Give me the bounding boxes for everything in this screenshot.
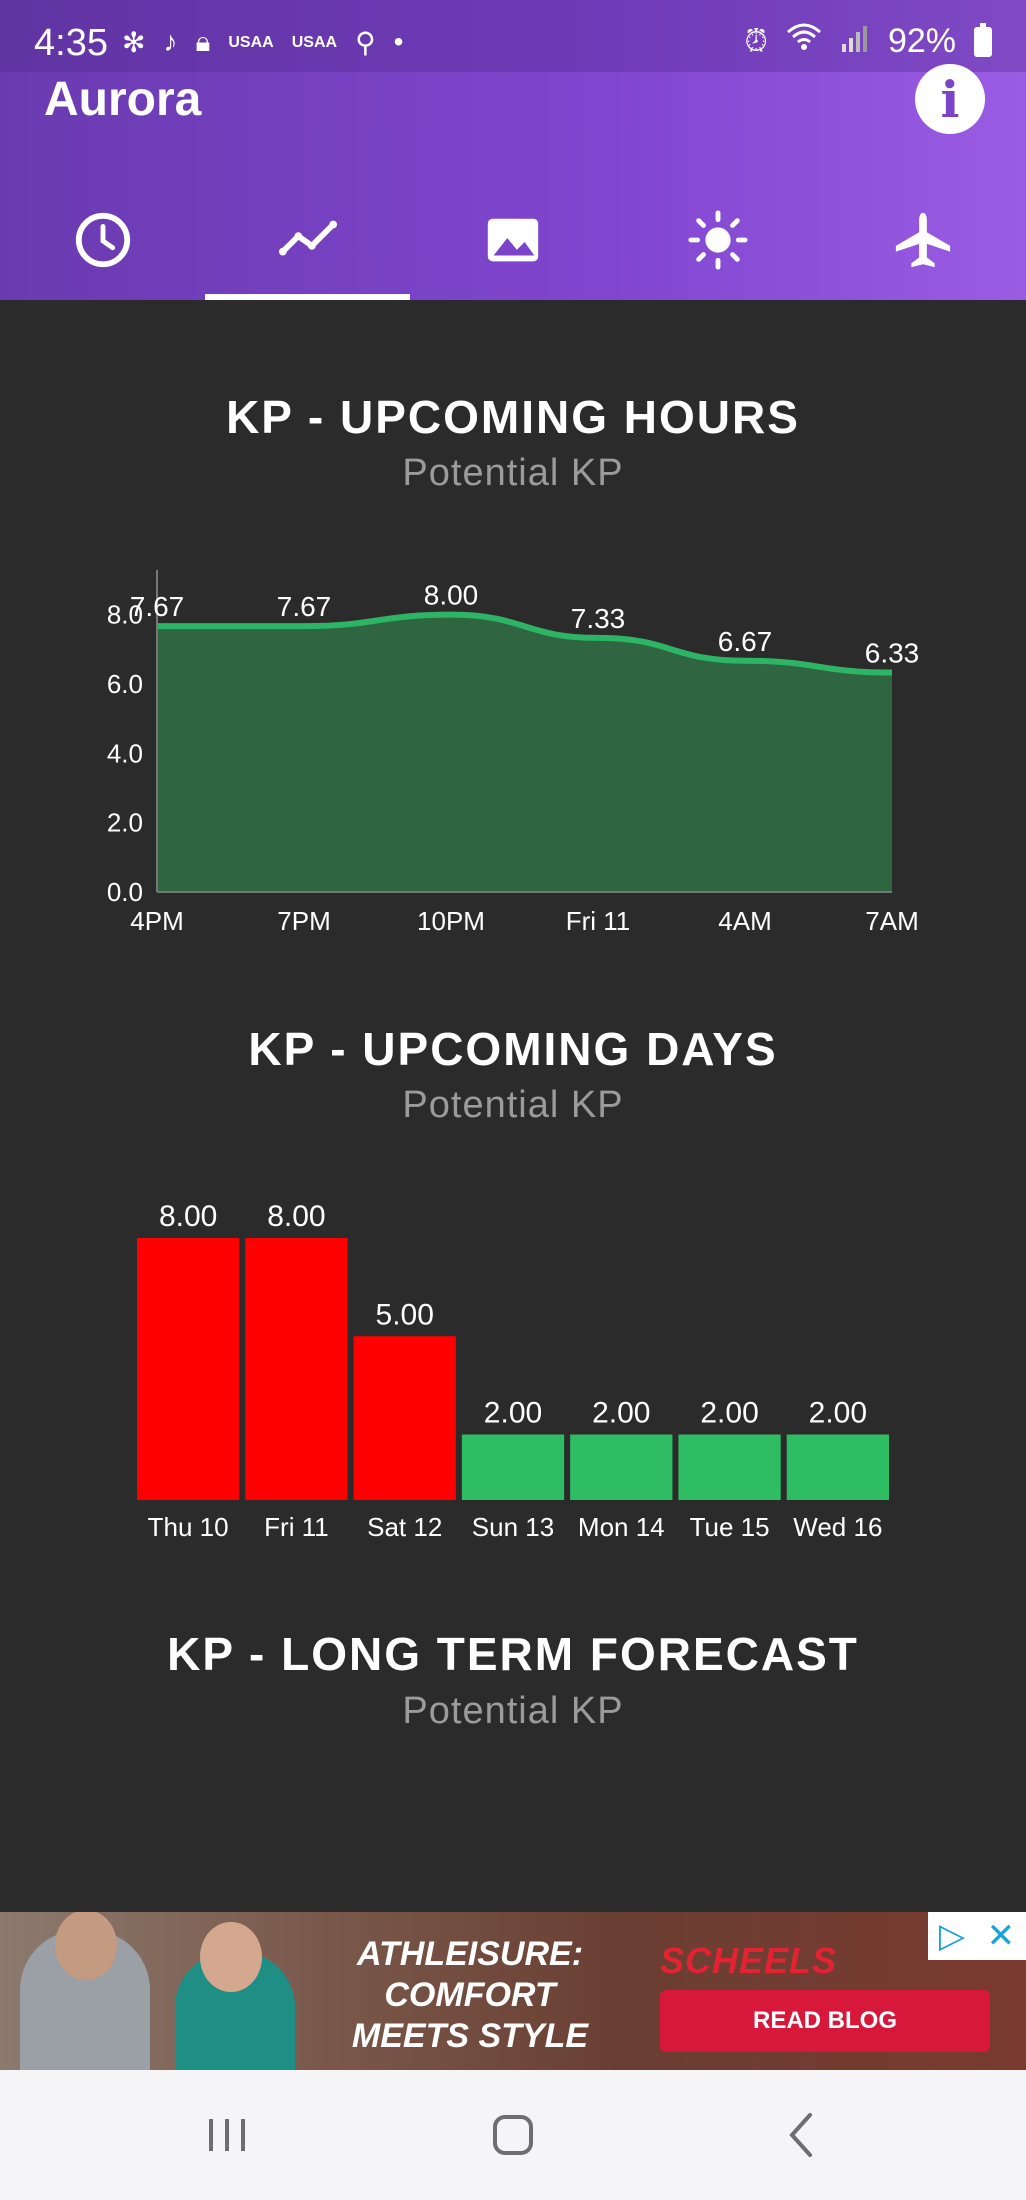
app-header: 4:35 ✻ ♪ 🔒︎ USAA USAA ⚲ • ⏰︎ 92% Aurora … (0, 0, 1026, 300)
hours-data-label: 7.33 (571, 603, 626, 634)
hours-x-tick-label: 7AM (865, 906, 918, 936)
days-x-tick-label: Wed 16 (793, 1512, 882, 1542)
hours-y-tick-label: 6.0 (107, 669, 143, 699)
clock-icon (75, 212, 130, 268)
hours-area-fill (157, 614, 892, 892)
ad-model-woman-head (200, 1922, 262, 1992)
days-bar (137, 1238, 240, 1500)
battery-percent: 92% (887, 22, 956, 60)
ad-headline-line-3: MEETS STYLE (351, 2017, 589, 2055)
hours-x-tick-label: 10PM (417, 906, 485, 936)
hours-data-label: 6.33 (865, 638, 920, 669)
hours-subtitle: Potential KP (402, 452, 624, 494)
tab-chart[interactable] (205, 180, 411, 300)
hours-y-tick-label: 0.0 (107, 877, 143, 907)
hours-x-tick-label: 4PM (130, 906, 183, 936)
days-data-label: 8.00 (159, 1200, 217, 1233)
days-bar (678, 1434, 781, 1500)
days-data-label: 2.00 (484, 1397, 542, 1430)
lock-icon: 🔒︎ (195, 26, 211, 57)
battery-icon (974, 22, 992, 57)
hours-x-tick-label: 7PM (277, 906, 330, 936)
dot-icon: • (393, 26, 404, 57)
days-x-tick-label: Thu 10 (148, 1512, 229, 1542)
info-button[interactable]: i (915, 64, 985, 134)
days-bar (786, 1434, 889, 1500)
ad-headline-line-2: COMFORT (384, 1976, 556, 2014)
adchoices-icon[interactable]: ▷ (938, 1917, 965, 1955)
days-data-label: 8.00 (267, 1200, 325, 1233)
app-title: Aurora (44, 73, 202, 126)
status-icons-left: ✻ ♪ 🔒︎ USAA USAA ⚲ • (122, 26, 403, 59)
days-bar (353, 1336, 456, 1500)
hours-data-label: 7.67 (130, 591, 185, 622)
hours-y-tick-label: 4.0 (107, 738, 143, 768)
wifi-icon (786, 22, 822, 61)
usaa-icon: USAA (228, 34, 274, 51)
info-icon: i (940, 69, 960, 129)
days-subtitle: Potential KP (402, 1084, 624, 1126)
days-x-tick-label: Mon 14 (578, 1512, 665, 1542)
hours-x-tick-label: 4AM (718, 906, 771, 936)
days-x-tick-label: Sat 12 (367, 1512, 442, 1542)
days-x-tick-label: Sun 13 (472, 1512, 554, 1542)
hours-x-tick-label: Fri 11 (566, 906, 631, 936)
hours-chart: 0.0 2.0 4.0 6.0 8.0 4PM 7PM 10PM Fri 11 4AM 7AM 7.6… (0, 560, 1026, 950)
days-data-label: 2.00 (700, 1397, 758, 1430)
hours-data-label: 8.00 (424, 580, 479, 611)
long-term-title: KP - LONG TERM FORECAST (167, 1628, 859, 1680)
alarm-icon: ⏰︎ (744, 24, 768, 58)
hours-y-tick-label: 8.0 (107, 600, 143, 630)
ad-headline: ATHLEISURE: COMFORT MEETS STYLE (300, 1934, 640, 2057)
recent-apps-icon[interactable] (197, 2105, 257, 2165)
ad-banner[interactable]: ATHLEISURE: COMFORT MEETS STYLE SCHEELS … (0, 1912, 1026, 2070)
back-icon[interactable] (772, 2105, 832, 2165)
days-bar (245, 1238, 348, 1500)
tab-image[interactable] (410, 180, 615, 300)
close-icon[interactable]: ✕ (986, 1917, 1016, 1955)
ad-brand: SCHEELS (660, 1940, 838, 1981)
sun-icon (688, 210, 748, 270)
hours-data-label: 6.67 (718, 626, 773, 657)
status-bar: 4:35 ✻ ♪ 🔒︎ USAA USAA ⚲ • ⏰︎ 92% (0, 0, 1026, 72)
ad-model-man-head (55, 1912, 117, 1980)
home-icon[interactable] (483, 2105, 543, 2165)
hours-data-label: 7.67 (277, 591, 332, 622)
days-x-tick-label: Tue 15 (690, 1512, 770, 1542)
ad-read-blog-button[interactable]: READ BLOG (660, 1990, 990, 2052)
days-data-label: 5.00 (376, 1298, 434, 1331)
ad-choices[interactable]: ▷ ✕ (928, 1912, 1026, 1960)
hours-area-chart: 0.0 2.0 4.0 6.0 8.0 4PM 7PM 10PM Fri 11 4AM 7AM 7.6… (107, 570, 920, 936)
days-data-label: 2.00 (809, 1397, 867, 1430)
location-icon: ⚲ (355, 27, 376, 58)
fan-icon: ✻ (122, 27, 146, 58)
hours-y-tick-label: 2.0 (107, 808, 143, 838)
signal-icon (840, 22, 870, 61)
status-icons-right: ⏰︎ 92% (745, 22, 992, 61)
days-x-tick-label: Fri 11 (264, 1512, 329, 1542)
usaa-icon: USAA (291, 34, 338, 51)
days-bar (461, 1434, 565, 1500)
days-chart: 8.00 Thu 10 8.00 Fri 11 5.00 Sat 12 2.00 Sun 13… (0, 1180, 1026, 1550)
tab-airplane[interactable] (821, 180, 1026, 300)
ad-headline-line-1: ATHLEISURE: (356, 1935, 584, 1973)
days-data-label: 2.00 (592, 1397, 650, 1430)
airplane-icon (896, 212, 951, 268)
days-bar-chart: 8.00 Thu 10 8.00 Fri 11 5.00 Sat 12 2.00 Sun 13… (137, 1200, 889, 1542)
long-term-subtitle: Potential KP (402, 1690, 624, 1732)
hours-title: KP - UPCOMING HOURS (226, 391, 800, 443)
days-bar (570, 1434, 673, 1500)
image-icon (487, 218, 539, 262)
line-chart-icon (278, 220, 337, 256)
tab-bar (0, 180, 1026, 300)
tiktok-icon: ♪ (163, 26, 178, 57)
days-title: KP - UPCOMING DAYS (248, 1023, 778, 1075)
tab-sun[interactable] (616, 180, 821, 300)
tab-clock[interactable] (0, 180, 205, 300)
hours-series-line (157, 611, 893, 676)
system-nav-bar (0, 2070, 1026, 2200)
status-time: 4:35 (34, 22, 108, 64)
